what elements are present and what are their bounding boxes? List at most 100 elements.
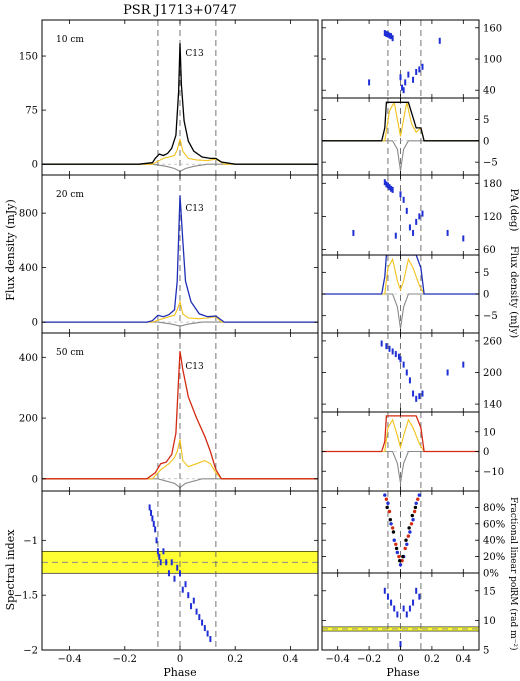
- y-tick-label: 0: [32, 160, 38, 171]
- data-point-1: [406, 534, 411, 538]
- data-point: [162, 548, 165, 555]
- panel-right-flux-10cm: −5 0 5: [321, 97, 498, 176]
- data-point-2: [398, 559, 402, 563]
- y-tick-label: 400: [19, 353, 38, 364]
- plot-area: [42, 175, 318, 333]
- data-point: [150, 509, 153, 516]
- series-linear-line: [42, 138, 318, 165]
- data-point: [176, 564, 179, 571]
- data-point: [187, 592, 190, 599]
- y-tick-label: 40: [483, 86, 496, 97]
- series-linear-line: [42, 439, 318, 480]
- y-tick-label: 60%: [483, 519, 505, 530]
- data-point-1: [397, 554, 401, 559]
- data-point: [380, 340, 383, 347]
- y-tick-label: 20%: [483, 552, 505, 563]
- data-point-2: [410, 513, 414, 518]
- data-point: [198, 614, 201, 621]
- data-point: [192, 597, 195, 604]
- data-point: [165, 559, 168, 566]
- x-tick-label: 0: [177, 654, 183, 665]
- y-tick-label: 200: [19, 414, 38, 425]
- data-point: [402, 196, 405, 203]
- y-tick-label: 5: [483, 115, 489, 126]
- data-point: [446, 229, 449, 236]
- x-tick-label: 0: [397, 654, 403, 665]
- left-ylabel-index: Spectral index: [4, 529, 17, 611]
- data-point-0: [405, 542, 409, 546]
- data-point: [391, 35, 394, 42]
- data-point: [385, 343, 388, 350]
- data-point: [206, 630, 209, 637]
- data-point: [402, 87, 405, 94]
- data-point: [394, 351, 397, 358]
- panel-right-flux-50cm: −10 0 10: [321, 411, 504, 492]
- data-point: [179, 570, 181, 577]
- right-rm-label: RM (rad m⁻²): [508, 589, 519, 650]
- data-point: [399, 356, 402, 363]
- data-point: [438, 37, 441, 44]
- panel-left-50cm: 0 200 400 50 cm C13: [19, 332, 319, 492]
- data-point: [170, 559, 173, 566]
- y-tick-label: 15: [483, 586, 496, 597]
- data-point: [201, 619, 204, 626]
- y-tick-label: 260: [483, 336, 502, 347]
- y-tick-label: 200: [483, 368, 502, 379]
- band-label: 50 cm: [56, 348, 84, 358]
- data-point-1: [394, 542, 398, 546]
- y-tick-label: 0: [483, 136, 489, 147]
- plot-area: [322, 98, 479, 175]
- y-tick-label: 80%: [483, 503, 505, 514]
- series-linear-line: [42, 299, 318, 323]
- data-point: [388, 32, 391, 39]
- data-point: [397, 353, 400, 360]
- data-point-0: [411, 518, 415, 522]
- x-tick-label: 0.2: [424, 654, 440, 665]
- data-point-2: [404, 538, 408, 542]
- y-tick-label: 180: [483, 179, 502, 190]
- figure-title: PSR J1713+0747: [123, 3, 237, 18]
- series-total-line: [322, 101, 479, 142]
- series-circular-line: [42, 321, 318, 327]
- data-point: [412, 76, 415, 83]
- data-point: [418, 213, 421, 220]
- right-xlabel: Phase: [386, 666, 419, 679]
- series-total-line: [322, 255, 479, 295]
- data-point: [391, 348, 394, 355]
- x-tick-label: 0.2: [227, 654, 243, 665]
- x-tick-label: 0.4: [455, 654, 471, 665]
- data-point-2: [413, 505, 418, 510]
- component-label: C13: [185, 49, 204, 59]
- y-tick-label: −10: [483, 467, 504, 478]
- data-point-0: [395, 550, 400, 555]
- data-point: [151, 515, 154, 522]
- data-point: [408, 377, 411, 384]
- data-point: [418, 393, 421, 400]
- data-point-2: [407, 526, 411, 530]
- y-tick-label: 140: [483, 400, 502, 411]
- data-point: [408, 224, 411, 231]
- y-tick-label: −1: [23, 536, 38, 547]
- y-tick-label: 10: [483, 427, 496, 438]
- data-point-2: [388, 518, 392, 522]
- data-point: [415, 69, 418, 75]
- data-point-2: [391, 530, 396, 534]
- band-label: 10 cm: [56, 35, 84, 45]
- series-total-line: [42, 351, 318, 480]
- data-point: [404, 79, 407, 86]
- data-point: [386, 182, 389, 189]
- y-tick-label: 0%: [483, 569, 499, 580]
- y-tick-label: 10: [483, 616, 496, 627]
- component-label: C13: [185, 204, 204, 214]
- y-tick-label: 0: [32, 474, 38, 485]
- data-point: [385, 31, 388, 38]
- data-point: [393, 605, 396, 612]
- data-point-0: [386, 501, 390, 505]
- data-point: [394, 232, 397, 239]
- data-point: [462, 235, 465, 242]
- data-point: [181, 586, 184, 593]
- series-circular-line: [322, 293, 479, 329]
- data-point: [156, 548, 159, 555]
- data-point: [405, 369, 408, 376]
